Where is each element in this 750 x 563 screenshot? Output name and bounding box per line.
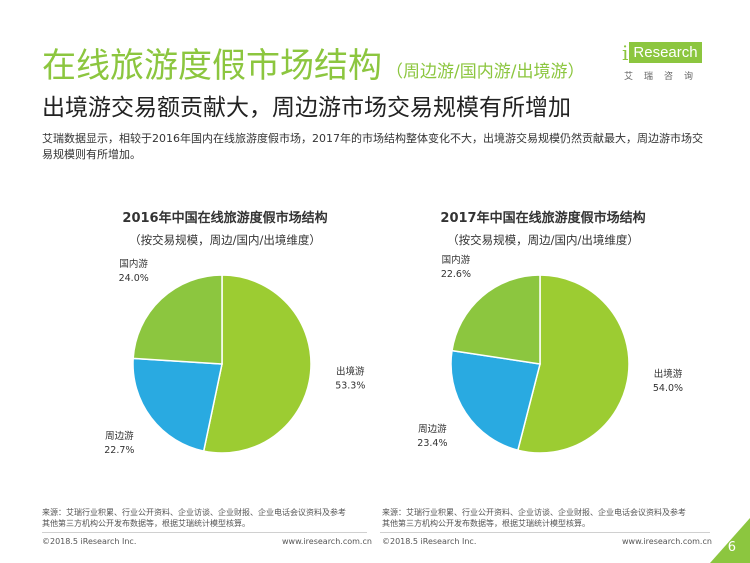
slice-label: 出境游 [654, 368, 683, 380]
pie-svg: 出境游 53.3% 周边游 22.7% 国内游 24.0% [104, 258, 365, 456]
pie-slice-nearby [450, 349, 541, 452]
footer-url: www.iresearch.com.cn [622, 537, 712, 546]
page-description: 艾瑞数据显示，相较于2016年国内在线旅游度假市场，2017年的市场结构整体变化… [42, 132, 703, 161]
page-title: 在线旅游度假市场结构 [42, 46, 382, 86]
slice-value-label: 22.6% [441, 269, 471, 280]
logo-word: Research [629, 42, 702, 63]
slice-value-label: 54.0% [653, 383, 683, 394]
pie-svg: 出境游 54.0% 周边游 23.4% 国内游 22.6% [417, 254, 683, 454]
slice-value-label: 23.4% [417, 438, 447, 449]
slice-label: 出境游 [336, 365, 365, 377]
pie-slice-outbound [202, 274, 312, 454]
page-title-scope: （周边游/国内游/出境游） [386, 62, 585, 82]
chart-subtitle: （按交易规模，周边/国内/出境维度） [129, 233, 321, 247]
corner-decoration [710, 518, 750, 563]
footer-divider [42, 532, 367, 533]
pie-slice-outbound [516, 274, 630, 454]
slice-label: 国内游 [442, 254, 471, 266]
iresearch-logo: i Research 艾瑞咨询 [622, 42, 712, 87]
page-subtitle: 出境游交易额贡献大，周边游市场交易规模有所增加 [42, 95, 571, 121]
page-number: 6 [727, 540, 736, 555]
pie-slice-nearby [132, 357, 223, 452]
pie-chart-2017: 2017年中国在线旅游度假市场结构 （按交易规模，周边/国内/出境维度） 出境游… [388, 202, 698, 492]
pie-slice-domestic [451, 274, 541, 365]
logo-cn: 艾瑞咨询 [624, 72, 705, 82]
slice-label: 周边游 [105, 430, 134, 442]
page-title-row: 在线旅游度假市场结构 （周边游/国内游/出境游） [42, 38, 584, 87]
footer-copyright: ©2018.5 iResearch Inc. [42, 537, 137, 546]
footer-copyright: ©2018.5 iResearch Inc. [382, 537, 477, 546]
footer-divider [380, 532, 710, 533]
slice-label: 国内游 [119, 258, 148, 270]
slice-value-label: 53.3% [335, 380, 365, 391]
slice-value-label: 22.7% [104, 445, 134, 456]
slice-label: 周边游 [418, 423, 447, 435]
pie-slice-domestic [132, 274, 223, 365]
chart-subtitle: （按交易规模，周边/国内/出境维度） [447, 233, 639, 247]
chart-title: 2016年中国在线旅游度假市场结构 [122, 211, 328, 226]
logo-i: i [622, 40, 629, 65]
source-note: 来源：艾瑞行业积累、行业公开资料、企业访谈、企业财报、企业电话会议资料及参考其他… [42, 508, 346, 528]
footer-url: www.iresearch.com.cn [282, 537, 372, 546]
source-note: 来源：艾瑞行业积累、行业公开资料、企业访谈、企业财报、企业电话会议资料及参考其他… [382, 508, 686, 528]
pie-chart-2016: 2016年中国在线旅游度假市场结构 （按交易规模，周边/国内/出境维度） 出境游… [70, 202, 380, 492]
slice-value-label: 24.0% [119, 273, 149, 284]
chart-title: 2017年中国在线旅游度假市场结构 [440, 211, 646, 226]
